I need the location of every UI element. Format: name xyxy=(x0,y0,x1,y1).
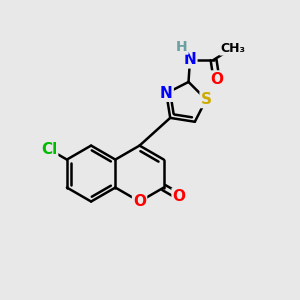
Text: S: S xyxy=(201,92,212,107)
Text: N: N xyxy=(184,52,196,68)
Text: O: O xyxy=(172,189,186,204)
Text: O: O xyxy=(210,71,223,86)
Text: H: H xyxy=(176,40,188,54)
Text: O: O xyxy=(133,194,146,209)
Text: Cl: Cl xyxy=(41,142,57,157)
Text: N: N xyxy=(160,86,173,101)
Text: CH₃: CH₃ xyxy=(220,42,245,55)
